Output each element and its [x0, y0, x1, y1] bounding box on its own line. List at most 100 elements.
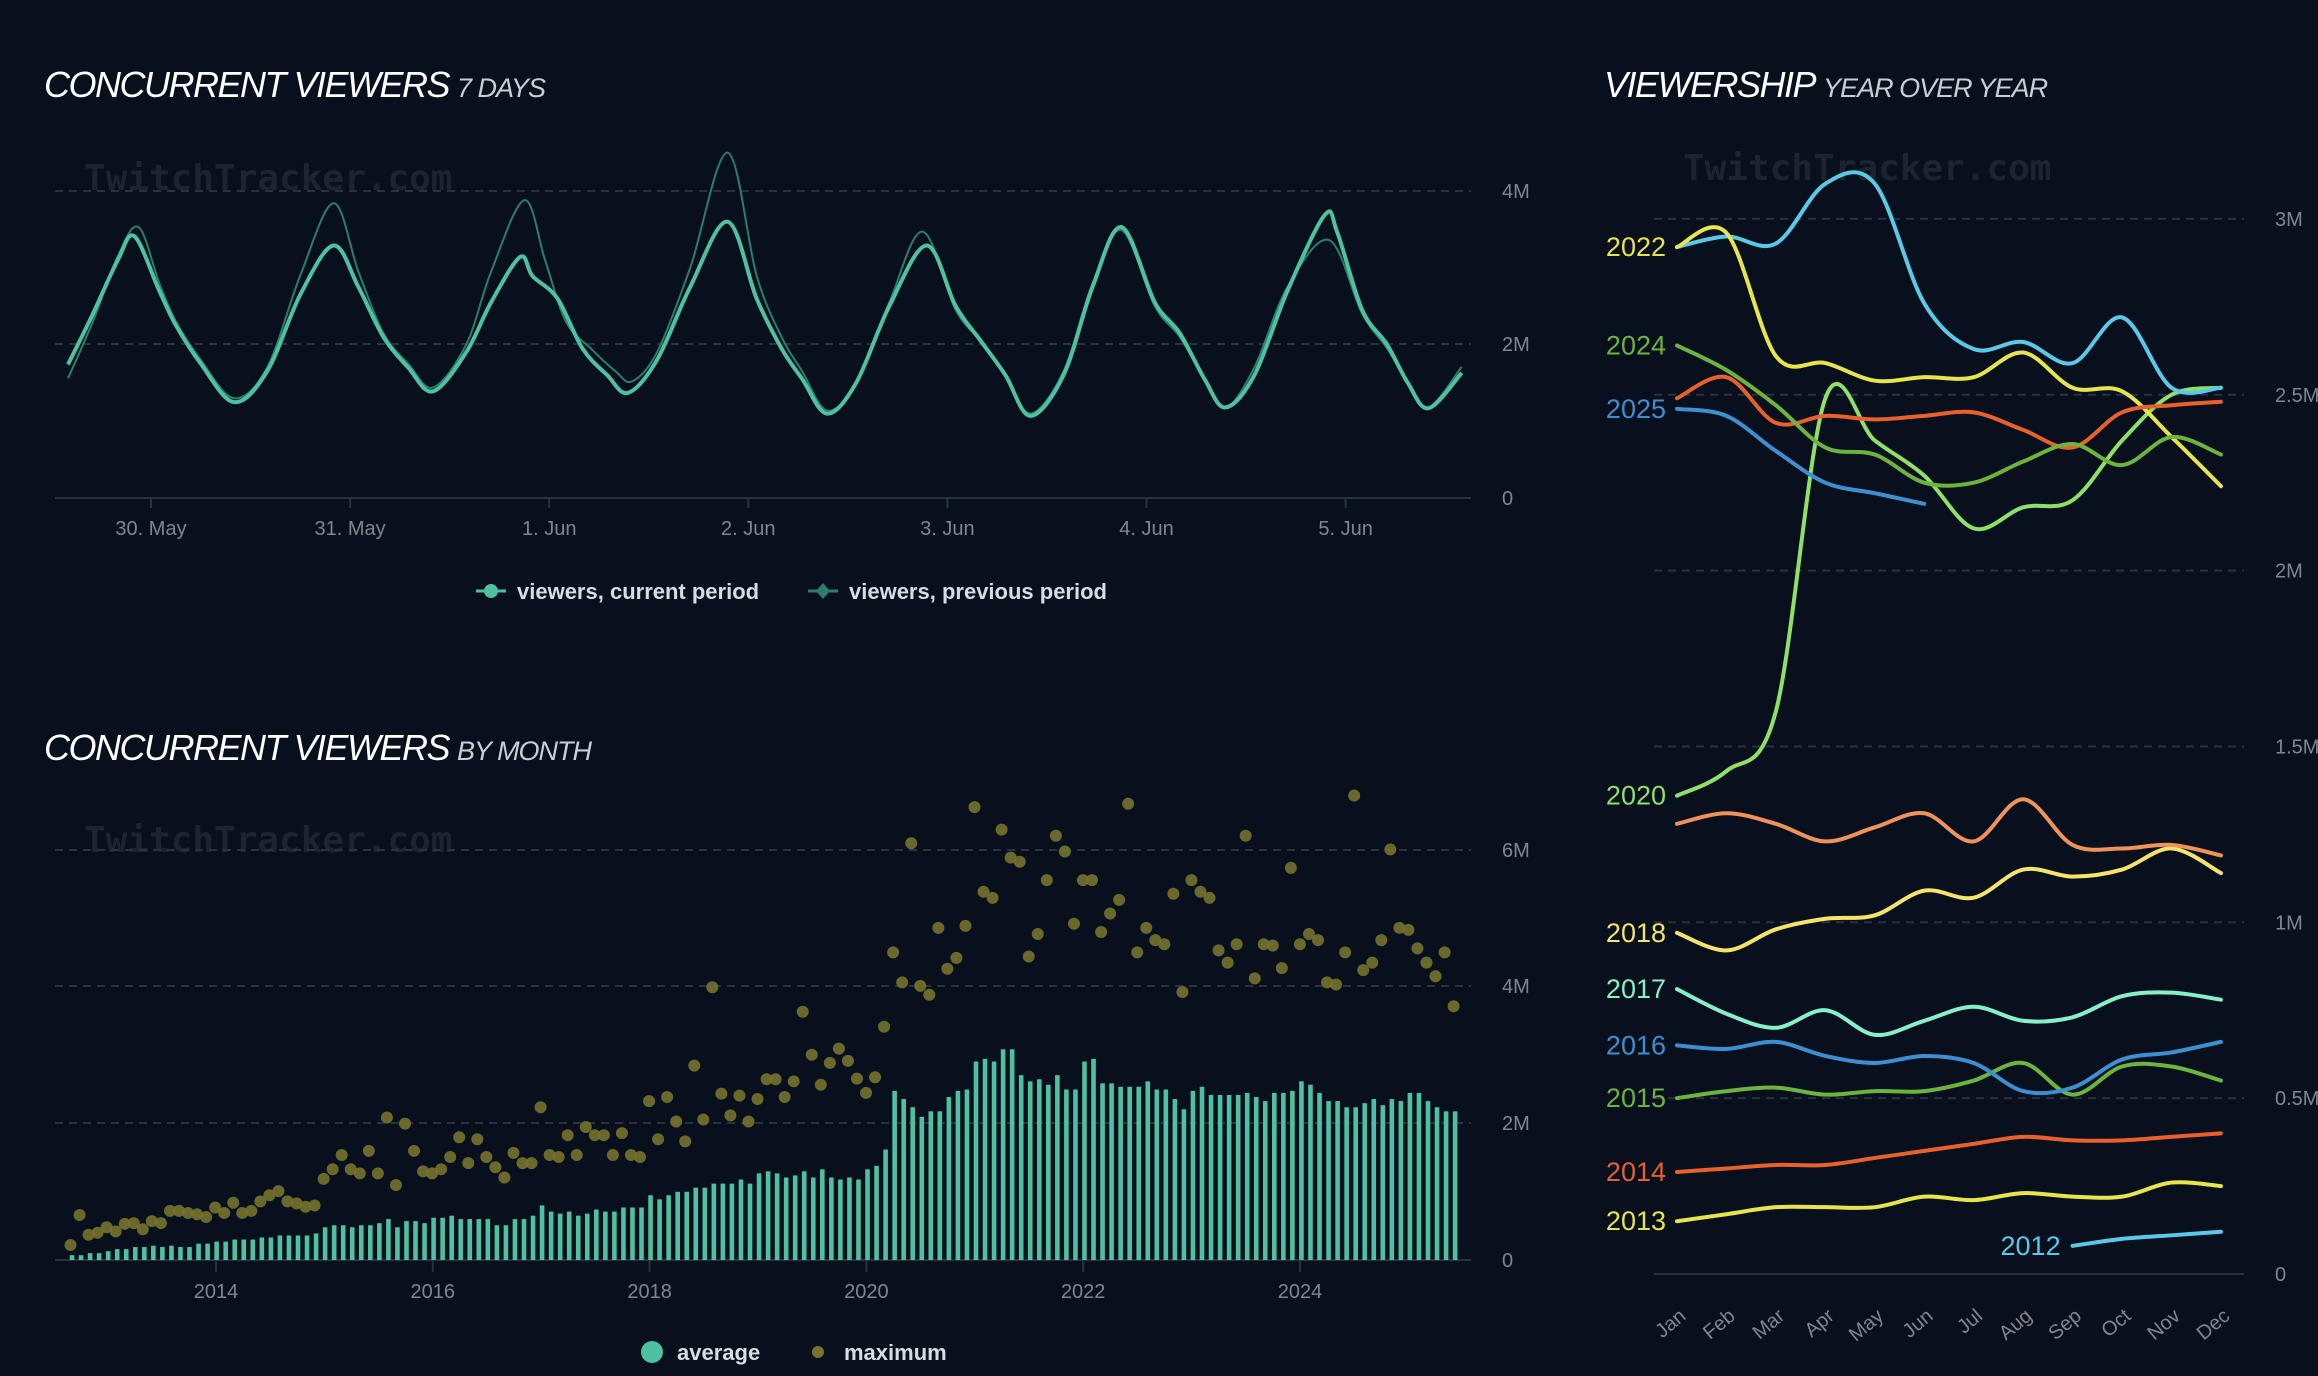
maximum-dot[interactable]: [579, 1121, 592, 1134]
average-bar[interactable]: [1082, 1061, 1087, 1260]
year-line[interactable]: [1675, 846, 2223, 953]
average-bar[interactable]: [349, 1227, 355, 1260]
maximum-dot[interactable]: [1221, 956, 1234, 969]
average-bar[interactable]: [1308, 1084, 1313, 1260]
average-bar[interactable]: [539, 1205, 545, 1260]
maximum-dot[interactable]: [444, 1151, 457, 1164]
maximum-dot[interactable]: [172, 1204, 185, 1217]
maximum-dot[interactable]: [1330, 978, 1343, 991]
maximum-dot[interactable]: [82, 1228, 95, 1241]
average-bar[interactable]: [657, 1199, 662, 1260]
average-bar[interactable]: [485, 1219, 491, 1260]
year-line[interactable]: [1675, 1180, 2223, 1224]
average-bar[interactable]: [160, 1247, 165, 1260]
maximum-dot[interactable]: [245, 1204, 258, 1217]
maximum-dot[interactable]: [408, 1144, 421, 1157]
average-bar[interactable]: [232, 1239, 238, 1260]
maximum-dot[interactable]: [588, 1129, 601, 1142]
maximum-dot[interactable]: [1167, 887, 1180, 900]
average-bar[interactable]: [738, 1179, 744, 1260]
average-bar[interactable]: [1344, 1107, 1349, 1260]
legend-item-maximum[interactable]: maximum: [812, 1340, 947, 1365]
maximum-dot[interactable]: [1357, 964, 1370, 977]
maximum-dot[interactable]: [64, 1238, 77, 1251]
average-bar[interactable]: [169, 1245, 174, 1260]
average-bar[interactable]: [1163, 1089, 1169, 1261]
maximum-dot[interactable]: [697, 1113, 710, 1126]
average-bar[interactable]: [467, 1219, 473, 1260]
average-bar[interactable]: [304, 1235, 310, 1260]
maximum-dot[interactable]: [869, 1071, 882, 1084]
maximum-dot[interactable]: [624, 1148, 637, 1161]
maximum-dot[interactable]: [263, 1189, 276, 1202]
maximum-dot[interactable]: [1375, 934, 1388, 947]
maximum-dot[interactable]: [136, 1223, 149, 1236]
maximum-dot[interactable]: [1149, 934, 1162, 947]
maximum-dot[interactable]: [570, 1148, 583, 1161]
maximum-dot[interactable]: [706, 981, 719, 994]
average-bar[interactable]: [774, 1173, 780, 1260]
maximum-dot[interactable]: [1447, 1000, 1460, 1013]
average-bar[interactable]: [955, 1090, 961, 1260]
maximum-dot[interactable]: [1004, 851, 1017, 864]
year-line[interactable]: [1675, 225, 2223, 489]
maximum-dot[interactable]: [1140, 921, 1153, 934]
maximum-dot[interactable]: [489, 1161, 502, 1174]
maximum-dot[interactable]: [471, 1133, 484, 1146]
maximum-dot[interactable]: [1312, 934, 1325, 947]
average-bar[interactable]: [69, 1255, 75, 1260]
year-line[interactable]: [1675, 406, 1927, 506]
maximum-dot[interactable]: [760, 1073, 773, 1086]
average-bar[interactable]: [1389, 1099, 1395, 1260]
average-bar[interactable]: [1281, 1092, 1286, 1260]
maximum-dot[interactable]: [805, 1048, 818, 1061]
maximum-dot[interactable]: [1067, 917, 1080, 930]
average-bar[interactable]: [548, 1211, 554, 1260]
average-bar[interactable]: [1272, 1092, 1277, 1260]
maximum-dot[interactable]: [905, 837, 918, 850]
average-bar[interactable]: [1190, 1090, 1196, 1260]
average-bar[interactable]: [1353, 1107, 1358, 1260]
average-bar[interactable]: [612, 1211, 617, 1260]
average-bar[interactable]: [413, 1221, 418, 1260]
maximum-dot[interactable]: [281, 1195, 294, 1208]
year-line[interactable]: [1675, 381, 2223, 798]
maximum-dot[interactable]: [1131, 946, 1144, 959]
legend-item-current[interactable]: viewers, current period: [476, 579, 759, 604]
average-bar[interactable]: [711, 1183, 717, 1260]
average-bar[interactable]: [1299, 1081, 1304, 1260]
average-bar[interactable]: [1154, 1089, 1160, 1261]
maximum-dot[interactable]: [1429, 970, 1442, 983]
average-bar[interactable]: [1290, 1090, 1295, 1260]
maximum-dot[interactable]: [498, 1171, 511, 1184]
average-bar[interactable]: [422, 1223, 427, 1260]
maximum-dot[interactable]: [507, 1146, 520, 1159]
average-bar[interactable]: [1235, 1094, 1241, 1260]
maximum-dot[interactable]: [977, 885, 990, 898]
average-bar[interactable]: [1244, 1092, 1250, 1260]
maximum-dot[interactable]: [887, 946, 900, 959]
maximum-dot[interactable]: [986, 891, 999, 904]
average-bar[interactable]: [693, 1187, 699, 1260]
maximum-dot[interactable]: [272, 1185, 285, 1198]
average-bar[interactable]: [829, 1177, 834, 1260]
average-bar[interactable]: [1371, 1099, 1377, 1260]
average-bar[interactable]: [702, 1187, 708, 1260]
average-bar[interactable]: [1335, 1101, 1340, 1260]
average-bar[interactable]: [1055, 1075, 1060, 1260]
maximum-dot[interactable]: [236, 1206, 249, 1219]
maximum-dot[interactable]: [163, 1204, 176, 1217]
average-bar[interactable]: [440, 1217, 445, 1260]
maximum-dot[interactable]: [1348, 789, 1361, 802]
average-bar[interactable]: [621, 1207, 626, 1260]
average-bar[interactable]: [1036, 1079, 1042, 1260]
maximum-dot[interactable]: [1284, 861, 1297, 874]
average-bar[interactable]: [521, 1219, 527, 1260]
maximum-dot[interactable]: [661, 1091, 674, 1104]
average-bar[interactable]: [1416, 1092, 1422, 1260]
maximum-dot[interactable]: [462, 1157, 475, 1170]
maximum-dot[interactable]: [1257, 938, 1270, 951]
average-bar[interactable]: [1434, 1107, 1440, 1260]
maximum-dot[interactable]: [1113, 893, 1126, 906]
average-bar[interactable]: [178, 1247, 183, 1260]
